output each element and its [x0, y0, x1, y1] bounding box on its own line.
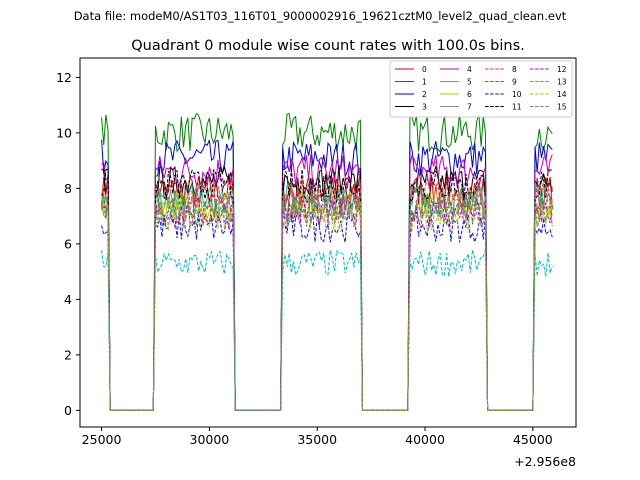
legend-label-10: 10 — [512, 90, 522, 99]
legend-label-11: 11 — [512, 102, 522, 111]
series-line-13 — [101, 249, 553, 411]
series-line-8 — [101, 177, 553, 411]
legend-label-15: 15 — [557, 102, 567, 111]
x-tick-label: 40000 — [405, 432, 445, 447]
y-tick-label: 2 — [64, 347, 72, 362]
x-tick-label: 35000 — [297, 432, 337, 447]
legend-label-7: 7 — [467, 102, 472, 111]
legend-label-3: 3 — [422, 102, 427, 111]
plot-frame — [79, 57, 577, 428]
x-tick-label: 30000 — [190, 432, 230, 447]
x-tick-label: 25000 — [82, 432, 122, 447]
legend-label-9: 9 — [512, 77, 517, 86]
figure-suptitle: Data file: modeM0/AS1T03_116T01_90000029… — [74, 9, 567, 23]
series-line-10 — [101, 211, 553, 411]
y-tick-label: 6 — [64, 236, 72, 251]
y-tick-label: 12 — [56, 70, 72, 85]
legend-label-13: 13 — [557, 77, 567, 86]
series-line-14 — [101, 200, 553, 411]
series-line-9 — [101, 193, 553, 411]
y-tick-label: 8 — [64, 181, 72, 196]
series-line-3 — [101, 164, 553, 411]
legend-label-14: 14 — [557, 90, 567, 99]
x-axis-offset-label: +2.956e8 — [514, 454, 576, 469]
y-tick-label: 0 — [64, 403, 72, 418]
y-tick-label: 4 — [64, 292, 72, 307]
series-layer — [101, 113, 553, 411]
legend-label-8: 8 — [512, 65, 517, 74]
legend-label-5: 5 — [467, 77, 472, 86]
series-line-12 — [101, 196, 553, 411]
series-line-4 — [101, 153, 553, 411]
x-tick-label: 45000 — [513, 432, 553, 447]
legend-box — [389, 60, 573, 118]
chart-title: Quadrant 0 module wise count rates with … — [131, 38, 525, 54]
legend-label-0: 0 — [422, 65, 427, 74]
legend-label-4: 4 — [467, 65, 472, 74]
legend-label-12: 12 — [557, 65, 567, 74]
series-line-11 — [101, 168, 553, 411]
y-tick-label: 10 — [56, 125, 72, 140]
series-line-15 — [101, 191, 553, 411]
series-line-0 — [101, 174, 553, 411]
series-line-2 — [101, 139, 553, 411]
x-axis: 25000 30000 35000 40000 45000 — [82, 427, 553, 447]
series-line-1 — [101, 113, 553, 411]
legend-label-2: 2 — [422, 90, 427, 99]
legend-label-1: 1 — [422, 77, 427, 86]
y-axis: 0 2 4 6 8 10 12 — [56, 70, 80, 418]
legend-label-6: 6 — [467, 90, 472, 99]
